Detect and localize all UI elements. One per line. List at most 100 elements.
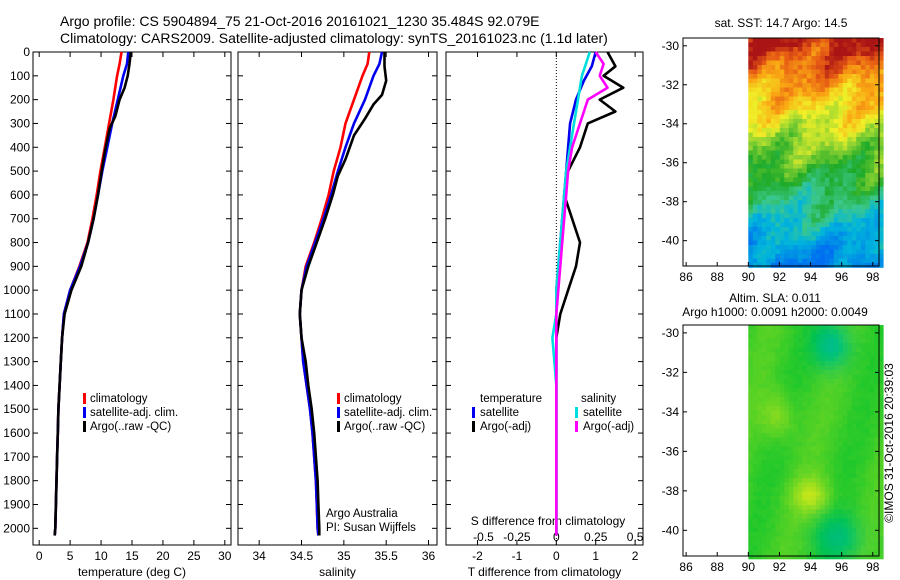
sla-map-cell [766, 527, 772, 533]
sst-map-cell [824, 173, 830, 178]
salinity-axis-label: salinity [319, 565, 356, 579]
sst-map-cell [757, 213, 763, 219]
sla-map-cell [833, 329, 839, 335]
sst-map-cell [784, 218, 790, 223]
sst-map-cell [865, 101, 871, 106]
sst-map-cell [851, 231, 857, 237]
sla-map-cell [784, 424, 790, 429]
sst-map-cell [851, 56, 857, 61]
sst-map-cell [788, 182, 794, 187]
sst-map-cell [752, 258, 758, 264]
sla-map-cell [788, 541, 794, 546]
sst-map-cell [761, 263, 767, 268]
sla-map-cell [815, 527, 821, 533]
sla-map-cell [874, 365, 880, 371]
sst-map-cell [878, 92, 884, 97]
sst-map-cell [874, 65, 880, 70]
sst-map-cell [851, 218, 857, 223]
sla-map-cell [752, 446, 758, 452]
sst-map-cell [793, 114, 799, 120]
sst-map-cell [856, 249, 862, 255]
sla-map-cell [775, 446, 781, 452]
sla-map-cell [766, 406, 772, 411]
sst-map-cell [788, 83, 794, 88]
sst-map-cell [838, 186, 844, 192]
sst-map-cell [770, 92, 776, 97]
sla-map-cell [793, 500, 799, 506]
sla-map-cell [824, 545, 830, 551]
sla-map-cell [838, 491, 844, 497]
sla-map-cell [838, 428, 844, 434]
sst-map-cell [761, 119, 767, 124]
sla-map-cell [770, 500, 776, 506]
sla-map-cell [806, 496, 812, 501]
sla-map-cell [752, 365, 758, 371]
sst-map-cell [766, 182, 772, 187]
sst-map-cell [761, 146, 767, 151]
sla-map-cell [838, 415, 844, 420]
sst-map-cell [788, 218, 794, 223]
sst-map-cell [775, 263, 781, 268]
sst-map-cell [766, 249, 772, 255]
sla-map-cell [802, 455, 808, 461]
sla-map-cell [788, 410, 794, 416]
sla-map-cell [860, 469, 866, 474]
sla-map-cell [752, 406, 758, 411]
sst-map-cell [761, 74, 767, 79]
sst-map-cell [784, 150, 790, 156]
difference-xtick-label: -2 [472, 549, 483, 563]
sla-map-cell [788, 347, 794, 353]
temperature-legend-swatch [83, 421, 86, 432]
sla-map-cell [829, 509, 835, 515]
sst-map-cell [770, 150, 776, 156]
sla-map-cell [824, 361, 830, 366]
sst-map-cell [860, 42, 866, 48]
sla-map-cell [806, 478, 812, 483]
sst-map-cell [851, 150, 857, 156]
sla-map-cell [752, 343, 758, 348]
sst-map-cell [811, 150, 817, 156]
sla-map-cell [865, 460, 871, 465]
sst-map-cell [752, 191, 758, 196]
sla-map-cell [824, 523, 830, 528]
sst-map-cell [811, 65, 817, 70]
sst-map-cell [775, 137, 781, 142]
sst-map-cell [815, 236, 821, 241]
sla-map-cell [811, 428, 817, 434]
sst-map-cell [779, 159, 785, 165]
sla-map-cell [829, 518, 835, 524]
temperature-axis-label: temperature (deg C) [78, 565, 186, 579]
sst-map-cell [869, 218, 875, 223]
sst-map-cell [851, 200, 857, 205]
sla-map-cell [757, 356, 763, 362]
sst-map-cell [793, 83, 799, 88]
sst-map-cell [752, 137, 758, 142]
sst-map-cell [806, 236, 812, 241]
sla-map-cell [847, 356, 853, 362]
sst-map-cell [847, 51, 853, 57]
sst-map-cell [766, 60, 772, 66]
sla-map-cell [748, 536, 754, 542]
sst-map-cell [761, 222, 767, 228]
sla-map-cell [847, 383, 853, 389]
sst-map-cell [797, 231, 803, 237]
sst-map-cell [793, 51, 799, 57]
sst-map-cell [748, 42, 754, 48]
sst-map-cell [788, 92, 794, 97]
sst-map-cell [802, 42, 808, 48]
sst-map-cell [775, 141, 781, 147]
sst-map-cell [766, 191, 772, 196]
sla-map-cell [856, 505, 862, 510]
sla-map-cell [842, 334, 848, 339]
sst-map-cell [869, 47, 875, 52]
sla-map-cell [806, 388, 812, 393]
sla-map-cell [752, 388, 758, 393]
sst-map-cell [793, 105, 799, 111]
sst-map-cell [842, 150, 848, 156]
sst-map-cell [878, 195, 884, 201]
sla-map-cell [838, 397, 844, 402]
sla-map-cell [865, 383, 871, 389]
sst-map-cell [833, 164, 839, 169]
sla-map-cell [752, 523, 758, 528]
sla-map-cell [838, 523, 844, 528]
